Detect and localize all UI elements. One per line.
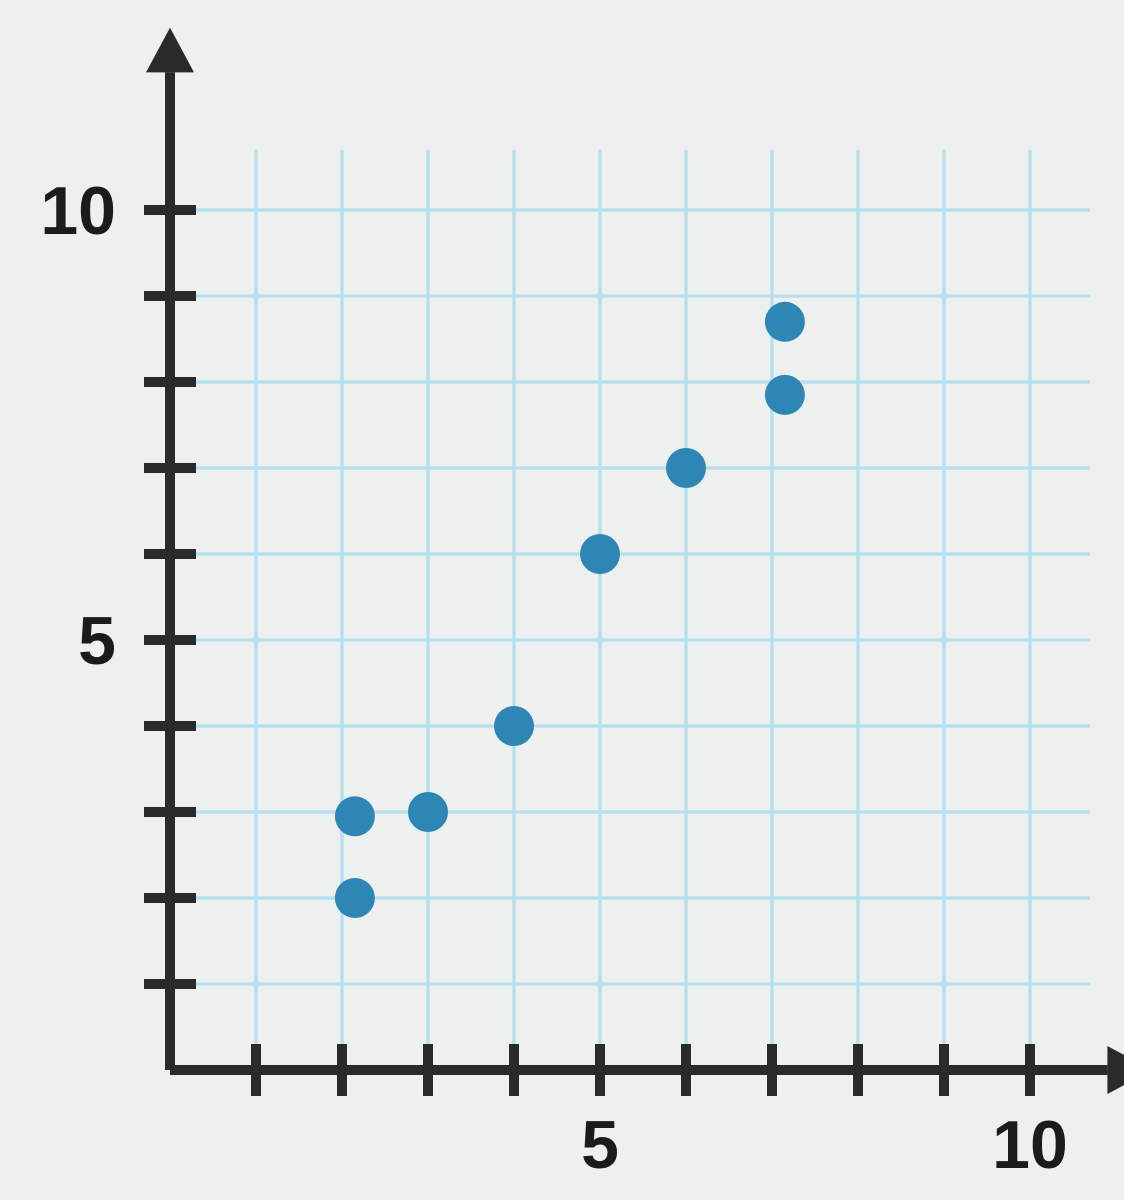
data-point — [335, 878, 375, 918]
x-axis-label: 5 — [581, 1107, 619, 1183]
data-point — [765, 302, 805, 342]
data-point — [765, 375, 805, 415]
scatter-chart: 5 10 5 10 — [0, 0, 1124, 1200]
chart-svg: 5 10 5 10 — [0, 0, 1124, 1200]
data-point — [580, 534, 620, 574]
x-axis-label: 10 — [992, 1107, 1068, 1183]
data-point — [335, 796, 375, 836]
y-axis-label: 5 — [78, 603, 116, 679]
data-point — [408, 792, 448, 832]
data-point — [666, 448, 706, 488]
data-point — [494, 706, 534, 746]
y-axis-label: 10 — [40, 173, 116, 249]
